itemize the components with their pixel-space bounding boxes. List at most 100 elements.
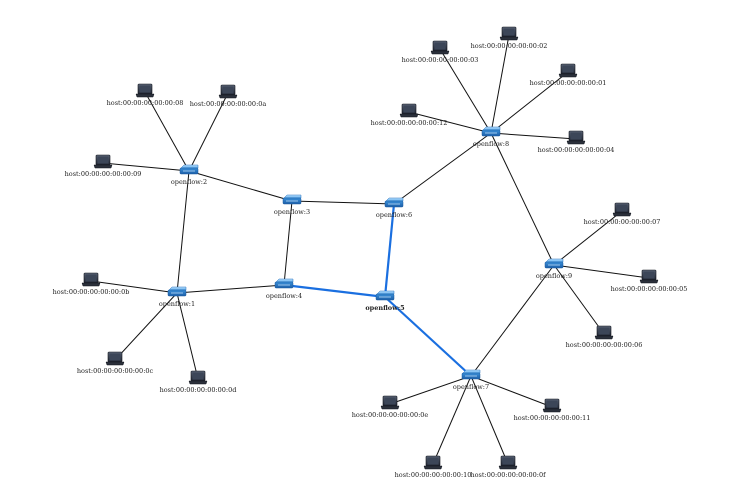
link-s9-h06[interactable] (553, 264, 605, 335)
laptop-icon (380, 395, 400, 410)
host-label: host:00:00:00:00:00:0a (190, 100, 267, 108)
links-layer (90, 34, 650, 465)
host-label: host:00:00:00:00:00:12 (371, 119, 448, 127)
host-node-h0b[interactable]: host:00:00:00:00:00:0b (53, 272, 130, 296)
host-node-h05[interactable]: host:00:00:00:00:00:05 (611, 269, 688, 293)
link-s2-h09[interactable] (102, 162, 190, 172)
link-s2-s3[interactable] (188, 170, 293, 202)
switch-node-s7[interactable]: openflow:7 (453, 369, 489, 391)
link-s1-h0c[interactable] (114, 292, 178, 361)
host-label: host:00:00:00:00:00:07 (584, 218, 661, 226)
link-s8-h02[interactable] (490, 34, 510, 134)
host-node-h0d[interactable]: host:00:00:00:00:00:0d (160, 370, 237, 394)
switch-icon (274, 278, 294, 289)
host-label: host:00:00:00:00:00:03 (402, 56, 479, 64)
laptop-icon (188, 370, 208, 385)
link-s1-h0d[interactable] (176, 292, 199, 380)
link-s2-h08[interactable] (144, 91, 190, 172)
link-s7-h11[interactable] (470, 375, 553, 408)
switch-node-s6[interactable]: openflow:6 (376, 197, 412, 219)
switch-icon (167, 286, 187, 297)
host-label: host:00:00:00:00:00:06 (566, 341, 643, 349)
link-s9-s7[interactable] (470, 264, 555, 377)
switch-icon (179, 164, 199, 175)
host-node-h04[interactable]: host:00:00:00:00:00:04 (538, 130, 615, 154)
link-s1-h0b[interactable] (90, 280, 178, 294)
link-s8-h03[interactable] (439, 48, 492, 134)
host-node-h10[interactable]: host:00:00:00:00:00:10 (395, 455, 472, 479)
laptop-icon (399, 103, 419, 118)
switch-label: openflow:1 (159, 300, 195, 308)
host-node-h02[interactable]: host:00:00:00:00:00:02 (471, 26, 548, 50)
laptop-icon (499, 26, 519, 41)
link-s9-h07[interactable] (553, 210, 623, 266)
laptop-icon (105, 351, 125, 366)
switch-label: openflow:6 (376, 211, 412, 219)
host-label: host:00:00:00:00:00:11 (514, 414, 591, 422)
link-s9-h05[interactable] (553, 264, 650, 279)
link-s8-h04[interactable] (490, 132, 577, 140)
link-s7-h0f[interactable] (470, 375, 509, 465)
switch-node-s1[interactable]: openflow:1 (159, 286, 195, 308)
link-s4-s5-highlighted[interactable] (283, 283, 386, 299)
switch-icon (282, 194, 302, 205)
host-node-h0e[interactable]: host:00:00:00:00:00:0e (352, 395, 429, 419)
link-s8-h12[interactable] (408, 111, 492, 134)
host-label: host:00:00:00:00:00:04 (538, 146, 615, 154)
link-s6-s8[interactable] (393, 132, 492, 205)
host-node-h11[interactable]: host:00:00:00:00:00:11 (514, 398, 591, 422)
laptop-icon (542, 398, 562, 413)
link-s7-h0e[interactable] (389, 375, 472, 405)
host-label: host:00:00:00:00:00:0e (352, 411, 429, 419)
switch-label: openflow:4 (266, 292, 302, 300)
host-node-h01[interactable]: host:00:00:00:00:00:01 (530, 63, 607, 87)
switch-node-s2[interactable]: openflow:2 (171, 164, 207, 186)
link-s7-h10[interactable] (432, 375, 472, 465)
link-s8-s9[interactable] (490, 132, 555, 266)
link-s8-h01[interactable] (490, 71, 569, 134)
switch-label: openflow:2 (171, 178, 207, 186)
host-label: host:00:00:00:00:00:01 (530, 79, 607, 87)
switch-node-s8[interactable]: openflow:8 (473, 126, 509, 148)
laptop-icon (430, 40, 450, 55)
laptop-icon (81, 272, 101, 287)
switch-label: openflow:8 (473, 140, 509, 148)
host-label: host:00:00:00:00:00:08 (107, 99, 184, 107)
laptop-icon (566, 130, 586, 145)
host-node-h0f[interactable]: host:00:00:00:00:00:0f (470, 455, 546, 479)
laptop-icon (498, 455, 518, 470)
host-label: host:00:00:00:00:00:0f (470, 471, 546, 479)
host-node-h0c[interactable]: host:00:00:00:00:00:0c (77, 351, 154, 375)
switch-node-s3[interactable]: openflow:3 (274, 194, 310, 216)
switch-node-s4[interactable]: openflow:4 (266, 278, 302, 300)
link-s5-s7-highlighted[interactable] (384, 296, 472, 377)
laptop-icon (639, 269, 659, 284)
host-node-h12[interactable]: host:00:00:00:00:00:12 (371, 103, 448, 127)
link-s1-s2[interactable] (176, 170, 190, 294)
switch-node-s5[interactable]: openflow:5 (365, 290, 405, 312)
host-label: host:00:00:00:00:00:0d (160, 386, 237, 394)
link-s5-s6-highlighted[interactable] (383, 203, 396, 298)
switch-label: openflow:5 (365, 304, 405, 312)
link-s3-s6[interactable] (291, 200, 395, 205)
host-node-h06[interactable]: host:00:00:00:00:00:06 (566, 325, 643, 349)
switch-icon (544, 258, 564, 269)
host-node-h08[interactable]: host:00:00:00:00:00:08 (107, 83, 184, 107)
host-label: host:00:00:00:00:00:02 (471, 42, 548, 50)
host-node-h09[interactable]: host:00:00:00:00:00:09 (65, 154, 142, 178)
link-s2-h0a[interactable] (188, 92, 229, 172)
laptop-icon (558, 63, 578, 78)
switch-label: openflow:3 (274, 208, 310, 216)
host-node-h03[interactable]: host:00:00:00:00:00:03 (402, 40, 479, 64)
host-node-h0a[interactable]: host:00:00:00:00:00:0a (190, 84, 267, 108)
host-node-h07[interactable]: host:00:00:00:00:00:07 (584, 202, 661, 226)
laptop-icon (594, 325, 614, 340)
switch-icon (481, 126, 501, 137)
link-s1-s4[interactable] (176, 284, 285, 294)
switch-node-s9[interactable]: openflow:9 (536, 258, 572, 280)
switch-icon (461, 369, 481, 380)
link-s3-s4[interactable] (283, 200, 293, 286)
switch-icon (384, 197, 404, 208)
